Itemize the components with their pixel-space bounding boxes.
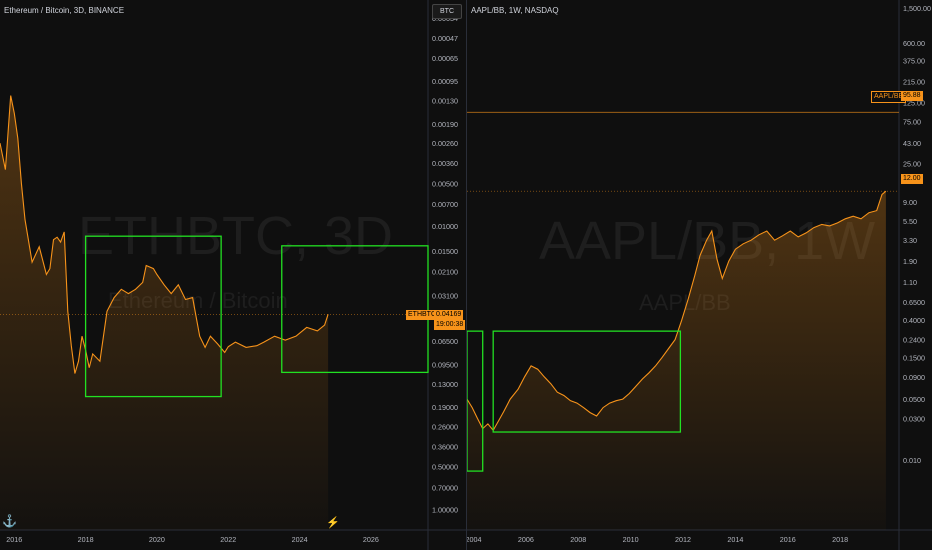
y-tick-label: 0.36000 bbox=[432, 442, 458, 451]
series-line bbox=[0, 95, 329, 374]
x-tick-label: 2010 bbox=[623, 535, 639, 544]
y-tick-label: 75.00 bbox=[903, 118, 921, 127]
highlight-box-2 bbox=[281, 245, 429, 374]
y-tick-label: 0.00260 bbox=[432, 139, 458, 148]
tradingview-logo-icon: ⚓ bbox=[2, 514, 17, 528]
y-tick-label: 0.02100 bbox=[432, 268, 458, 277]
x-tick-label: 2018 bbox=[832, 535, 848, 544]
y-tick-label: 0.70000 bbox=[432, 483, 458, 492]
y-tick-label: 0.26000 bbox=[432, 422, 458, 431]
price-label-value: 0.04169 bbox=[434, 310, 464, 320]
y-tick-label: 0.0500 bbox=[903, 395, 925, 404]
x-tick-label: 2012 bbox=[675, 535, 691, 544]
x-tick-label: 2026 bbox=[363, 535, 379, 544]
y-tick-label: 0.00360 bbox=[432, 159, 458, 168]
y-tick-label: 0.2400 bbox=[903, 336, 925, 345]
chart-title: Ethereum / Bitcoin, 3D, BINANCE bbox=[4, 6, 125, 15]
x-tick-label: 2004 bbox=[467, 535, 482, 544]
y-tick-label: 0.00095 bbox=[432, 77, 458, 86]
y-tick-label: 0.09500 bbox=[432, 361, 458, 370]
x-tick-label: 2024 bbox=[292, 535, 308, 544]
y-tick-label: 9.00 bbox=[903, 198, 917, 207]
x-tick-label: 2016 bbox=[6, 535, 22, 544]
y-tick-label: 0.1500 bbox=[903, 353, 925, 362]
highlight-box-2 bbox=[492, 330, 682, 433]
x-tick-label: 2020 bbox=[149, 535, 165, 544]
y-tick-label: 125.00 bbox=[903, 98, 925, 107]
currency-button[interactable]: BTC bbox=[432, 4, 462, 19]
y-tick-label: 1,500.00 bbox=[903, 4, 931, 13]
y-tick-label: 0.19000 bbox=[432, 403, 458, 412]
y-tick-label: 0.00047 bbox=[432, 34, 458, 43]
x-tick-label: 2014 bbox=[727, 535, 743, 544]
y-tick-label: 1.10 bbox=[903, 278, 917, 287]
price-label-value: 12.00 bbox=[901, 174, 923, 184]
chart-canvas-aaplbb[interactable]: 1,500.00 600.00 375.00 215.00 125.00 75.00 43.… bbox=[467, 0, 932, 550]
y-tick-label: 3.30 bbox=[903, 236, 917, 245]
series-area-fill bbox=[467, 191, 886, 530]
y-tick-label: 0.13000 bbox=[432, 380, 458, 389]
y-tick-label: 215.00 bbox=[903, 78, 925, 87]
y-tick-label: 0.0900 bbox=[903, 373, 925, 382]
y-tick-label: 0.0300 bbox=[903, 414, 925, 423]
x-tick-label: 2006 bbox=[518, 535, 534, 544]
y-tick-label: 1.00000 bbox=[432, 505, 458, 514]
lightning-icon[interactable]: ⚡ bbox=[326, 517, 340, 529]
y-tick-label: 600.00 bbox=[903, 39, 925, 48]
series-line bbox=[467, 190, 887, 432]
y-tick-label: 0.00700 bbox=[432, 200, 458, 209]
series-area-fill bbox=[0, 95, 329, 530]
y-tick-label: 0.03100 bbox=[432, 292, 458, 301]
y-tick-label: 0.4000 bbox=[903, 316, 925, 325]
y-tick-label: 0.06500 bbox=[432, 337, 458, 346]
chart-pane-aaplbb[interactable]: AAPL/BB, 1W AAPL/BB 1,500.00600.00375.00… bbox=[466, 0, 932, 550]
y-tick-label: 0.00130 bbox=[432, 97, 458, 106]
y-tick-label: 1.90 bbox=[903, 257, 917, 266]
y-tick-label: 25.00 bbox=[903, 159, 921, 168]
y-tick-label: 0.01000 bbox=[432, 222, 458, 231]
chart-canvas-ethbtc[interactable]: 0.000340.000470.000650.000950.001300.001… bbox=[0, 0, 466, 550]
x-tick-label: 2022 bbox=[220, 535, 236, 544]
y-tick-label: 0.00190 bbox=[432, 120, 458, 129]
y-tick-label: 0.00065 bbox=[432, 54, 458, 63]
chart-title: AAPL/BB, 1W, NASDAQ bbox=[471, 6, 559, 15]
highlight-box-1 bbox=[467, 330, 484, 472]
chart-pane-ethbtc[interactable]: ETHBTC, 3D Ethereum / Bitcoin 0.000340.0… bbox=[0, 0, 466, 550]
y-tick-label: 0.6500 bbox=[903, 298, 925, 307]
price-label-symbol: ETHBTC bbox=[406, 310, 438, 320]
x-tick-label: 2018 bbox=[78, 535, 94, 544]
y-tick-label: 0.01500 bbox=[432, 247, 458, 256]
y-tick-label: 43.00 bbox=[903, 139, 921, 148]
highlight-box-1 bbox=[84, 235, 222, 398]
x-tick-label: 2016 bbox=[780, 535, 796, 544]
y-tick-label: 0.50000 bbox=[432, 463, 458, 472]
y-tick-label: 0.010 bbox=[903, 456, 921, 465]
price-countdown: 19:00:38 bbox=[434, 320, 466, 330]
y-tick-label: 375.00 bbox=[903, 57, 925, 66]
y-tick-label: 5.50 bbox=[903, 217, 917, 226]
hline-value: 95.88 bbox=[901, 91, 923, 101]
y-tick-label: 0.00500 bbox=[432, 179, 458, 188]
x-tick-label: 2008 bbox=[570, 535, 586, 544]
